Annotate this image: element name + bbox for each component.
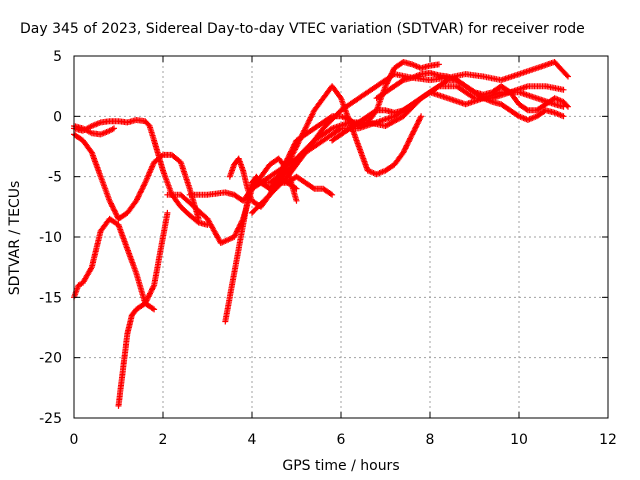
x-tick-label: 10 — [510, 432, 528, 448]
x-tick-label: 0 — [70, 432, 79, 448]
series-trace-5 — [115, 209, 171, 409]
x-tick-label: 2 — [159, 432, 168, 448]
series-trace-15 — [373, 69, 567, 123]
axis-ticks: 0 2 4 6 8 10 12 -25 -20 -15 -10 -5 0 5 — [39, 49, 617, 448]
series-markers — [222, 173, 336, 325]
x-tick-label: 4 — [248, 432, 257, 448]
y-tick-label: 0 — [53, 109, 62, 125]
x-tick-label: 6 — [337, 432, 346, 448]
series-trace-2 — [71, 215, 158, 313]
data-series — [71, 59, 571, 409]
y-tick-label: 5 — [53, 49, 62, 65]
x-tick-label: 8 — [426, 432, 435, 448]
series-markers — [115, 209, 171, 409]
y-tick-label: -10 — [39, 230, 62, 246]
y-tick-label: -25 — [39, 411, 62, 427]
x-axis-title: GPS time / hours — [282, 458, 399, 474]
y-tick-label: -15 — [39, 290, 62, 306]
series-markers — [275, 83, 425, 186]
chart-title: Day 345 of 2023, Sidereal Day-to-day VTE… — [20, 21, 585, 37]
y-axis-title: SDTVAR / TECUs — [7, 181, 23, 296]
y-tick-label: -5 — [48, 170, 62, 186]
series-markers — [373, 69, 567, 123]
y-tick-label: -20 — [39, 351, 62, 367]
series-trace-8 — [222, 173, 336, 325]
x-tick-label: 12 — [599, 432, 617, 448]
series-markers — [71, 215, 158, 313]
series-trace-13 — [275, 83, 425, 186]
